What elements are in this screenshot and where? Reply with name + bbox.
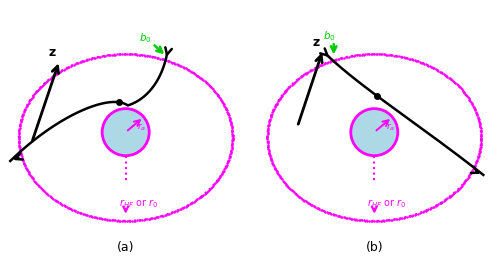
Text: $r_{HF}$ or $r_0$: $r_{HF}$ or $r_0$	[119, 197, 158, 210]
Text: z: z	[48, 46, 56, 59]
Circle shape	[351, 109, 398, 156]
Text: $b_0$: $b_0$	[323, 29, 336, 43]
Text: z: z	[312, 35, 320, 49]
Text: $r_a$: $r_a$	[138, 122, 146, 133]
Text: $b_0$: $b_0$	[138, 31, 151, 45]
Text: (b): (b)	[366, 241, 383, 254]
Circle shape	[102, 109, 149, 156]
Text: (a): (a)	[117, 241, 134, 254]
Text: $r_{HF}$ or $r_0$: $r_{HF}$ or $r_0$	[368, 197, 407, 210]
Text: $r_a$: $r_a$	[386, 122, 395, 133]
